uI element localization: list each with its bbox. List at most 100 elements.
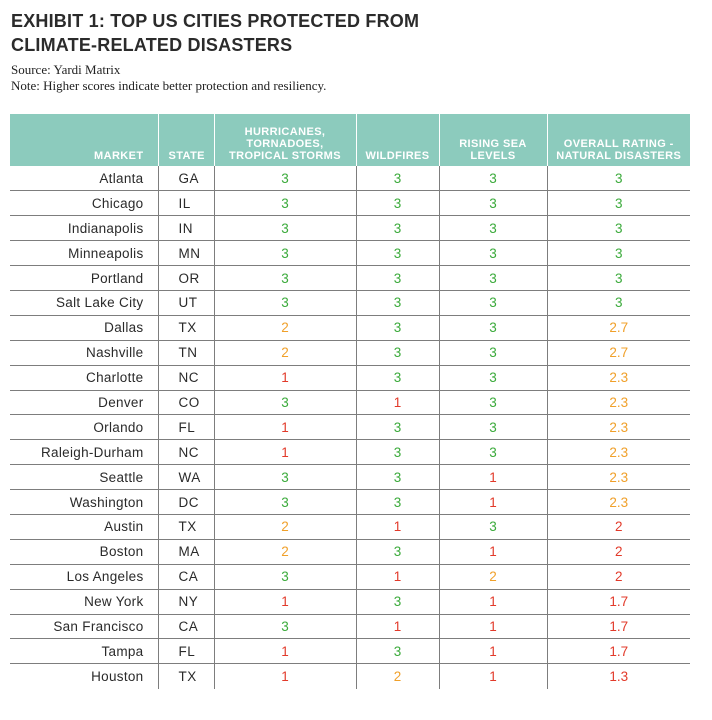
market-cell: Dallas — [10, 315, 158, 341]
rising-sea-score: 3 — [438, 340, 547, 366]
table-row: New York NY 1 3 1 1.7 — [10, 589, 690, 615]
market-cell: Charlotte — [10, 365, 158, 391]
overall-score: 2.3 — [546, 439, 690, 466]
hurricanes-score: 3 — [213, 166, 356, 192]
market-cell: Tampa — [10, 638, 158, 665]
rising-sea-score: 3 — [438, 315, 547, 341]
rising-sea-score: 3 — [438, 514, 547, 540]
wildfires-score: 3 — [355, 464, 439, 491]
exhibit-title-line-2: CLIMATE-RELATED DISASTERS — [11, 35, 293, 55]
overall-score: 2.3 — [546, 489, 690, 515]
market-cell: Minneapolis — [10, 240, 158, 267]
header-rising-sea-line-1: RISING SEA — [459, 138, 527, 150]
overall-score: 1.7 — [546, 589, 690, 615]
state-cell: GA — [157, 166, 214, 192]
table-row: Austin TX 2 1 3 2 — [10, 514, 690, 540]
market-cell: Indianapolis — [10, 215, 158, 242]
rising-sea-score: 3 — [438, 190, 547, 217]
overall-score: 1.3 — [546, 663, 690, 689]
rising-sea-score: 3 — [438, 265, 547, 291]
market-cell: Salt Lake City — [10, 290, 158, 316]
header-market: MARKET — [10, 114, 158, 166]
table-row: Salt Lake City UT 3 3 3 3 — [10, 290, 690, 316]
table-row: Atlanta GA 3 3 3 3 — [10, 166, 690, 192]
hurricanes-score: 2 — [213, 514, 356, 540]
table-row: Dallas TX 2 3 3 2.7 — [10, 315, 690, 341]
state-cell: CO — [157, 390, 214, 416]
state-cell: TN — [157, 340, 214, 366]
rising-sea-score: 3 — [438, 390, 547, 416]
wildfires-score: 1 — [355, 614, 439, 640]
market-cell: Los Angeles — [10, 564, 158, 590]
hurricanes-score: 3 — [213, 390, 356, 416]
state-cell: TX — [157, 315, 214, 341]
market-cell: Orlando — [10, 414, 158, 441]
rising-sea-score: 1 — [438, 589, 547, 615]
market-cell: Boston — [10, 539, 158, 565]
source-note: Source: Yardi Matrix — [11, 62, 121, 77]
overall-score: 3 — [546, 290, 690, 316]
rising-sea-score: 1 — [438, 614, 547, 640]
state-cell: OR — [157, 265, 214, 291]
state-cell: UT — [157, 290, 214, 316]
wildfires-score: 3 — [355, 265, 439, 291]
hurricanes-score: 3 — [213, 614, 356, 640]
rising-sea-score: 1 — [438, 638, 547, 665]
market-cell: Denver — [10, 390, 158, 416]
hurricanes-score: 3 — [213, 265, 356, 291]
header-state: STATE — [157, 114, 214, 166]
wildfires-score: 3 — [355, 340, 439, 366]
wildfires-score: 3 — [355, 539, 439, 565]
overall-score: 2 — [546, 514, 690, 540]
header-rising-sea: RISING SEA LEVELS — [438, 114, 547, 166]
table-row: Orlando FL 1 3 3 2.3 — [10, 414, 690, 441]
overall-score: 2.7 — [546, 340, 690, 366]
table-row: Nashville TN 2 3 3 2.7 — [10, 340, 690, 366]
overall-score: 2.3 — [546, 464, 690, 491]
table-row: Washington DC 3 3 1 2.3 — [10, 489, 690, 515]
table-row: Boston MA 2 3 1 2 — [10, 539, 690, 565]
state-cell: IN — [157, 215, 214, 242]
wildfires-score: 3 — [355, 315, 439, 341]
overall-score: 1.7 — [546, 614, 690, 640]
rising-sea-score: 3 — [438, 365, 547, 391]
wildfires-score: 2 — [355, 663, 439, 689]
wildfires-score: 3 — [355, 215, 439, 242]
table-row: Los Angeles CA 3 1 2 2 — [10, 564, 690, 590]
header-hurricanes: HURRICANES, TORNADOES, TROPICAL STORMS — [213, 114, 356, 166]
overall-score: 2 — [546, 564, 690, 590]
market-cell: San Francisco — [10, 614, 158, 640]
hurricanes-score: 3 — [213, 464, 356, 491]
overall-score: 3 — [546, 265, 690, 291]
header-wildfires: WILDFIRES — [355, 114, 439, 166]
rising-sea-score: 3 — [438, 166, 547, 192]
overall-score: 2.7 — [546, 315, 690, 341]
table-header-row: MARKET STATE HURRICANES, TORNADOES, TROP… — [10, 114, 690, 166]
wildfires-score: 3 — [355, 589, 439, 615]
market-cell: Atlanta — [10, 166, 158, 192]
table-row: Charlotte NC 1 3 3 2.3 — [10, 365, 690, 391]
market-cell: Raleigh-Durham — [10, 439, 158, 466]
state-cell: CA — [157, 564, 214, 590]
market-cell: Houston — [91, 669, 144, 684]
table-row: Raleigh-Durham NC 1 3 3 2.3 — [10, 439, 690, 466]
table-row: Minneapolis MN 3 3 3 3 — [10, 240, 690, 267]
overall-score: 3 — [546, 240, 690, 267]
wildfires-score: 3 — [355, 439, 439, 466]
hurricanes-score: 1 — [213, 663, 356, 689]
rising-sea-score: 2 — [438, 564, 547, 590]
wildfires-score: 1 — [355, 514, 439, 540]
header-overall-line-2: NATURAL DISASTERS — [556, 150, 682, 162]
hurricanes-score: 2 — [213, 340, 356, 366]
hurricanes-score: 1 — [213, 439, 356, 466]
wildfires-score: 3 — [355, 414, 439, 441]
rising-sea-score: 3 — [438, 290, 547, 316]
state-cell: CA — [157, 614, 214, 640]
rising-sea-score: 3 — [438, 439, 547, 466]
state-cell: IL — [157, 190, 214, 217]
state-cell: NC — [157, 365, 214, 391]
rising-sea-score: 1 — [438, 489, 547, 515]
hurricanes-score: 1 — [213, 365, 356, 391]
state-cell: MN — [157, 240, 214, 267]
state-cell: MA — [157, 539, 214, 565]
